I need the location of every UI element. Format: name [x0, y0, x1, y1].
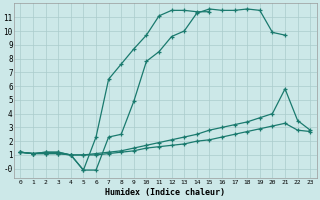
X-axis label: Humidex (Indice chaleur): Humidex (Indice chaleur)	[105, 188, 225, 197]
